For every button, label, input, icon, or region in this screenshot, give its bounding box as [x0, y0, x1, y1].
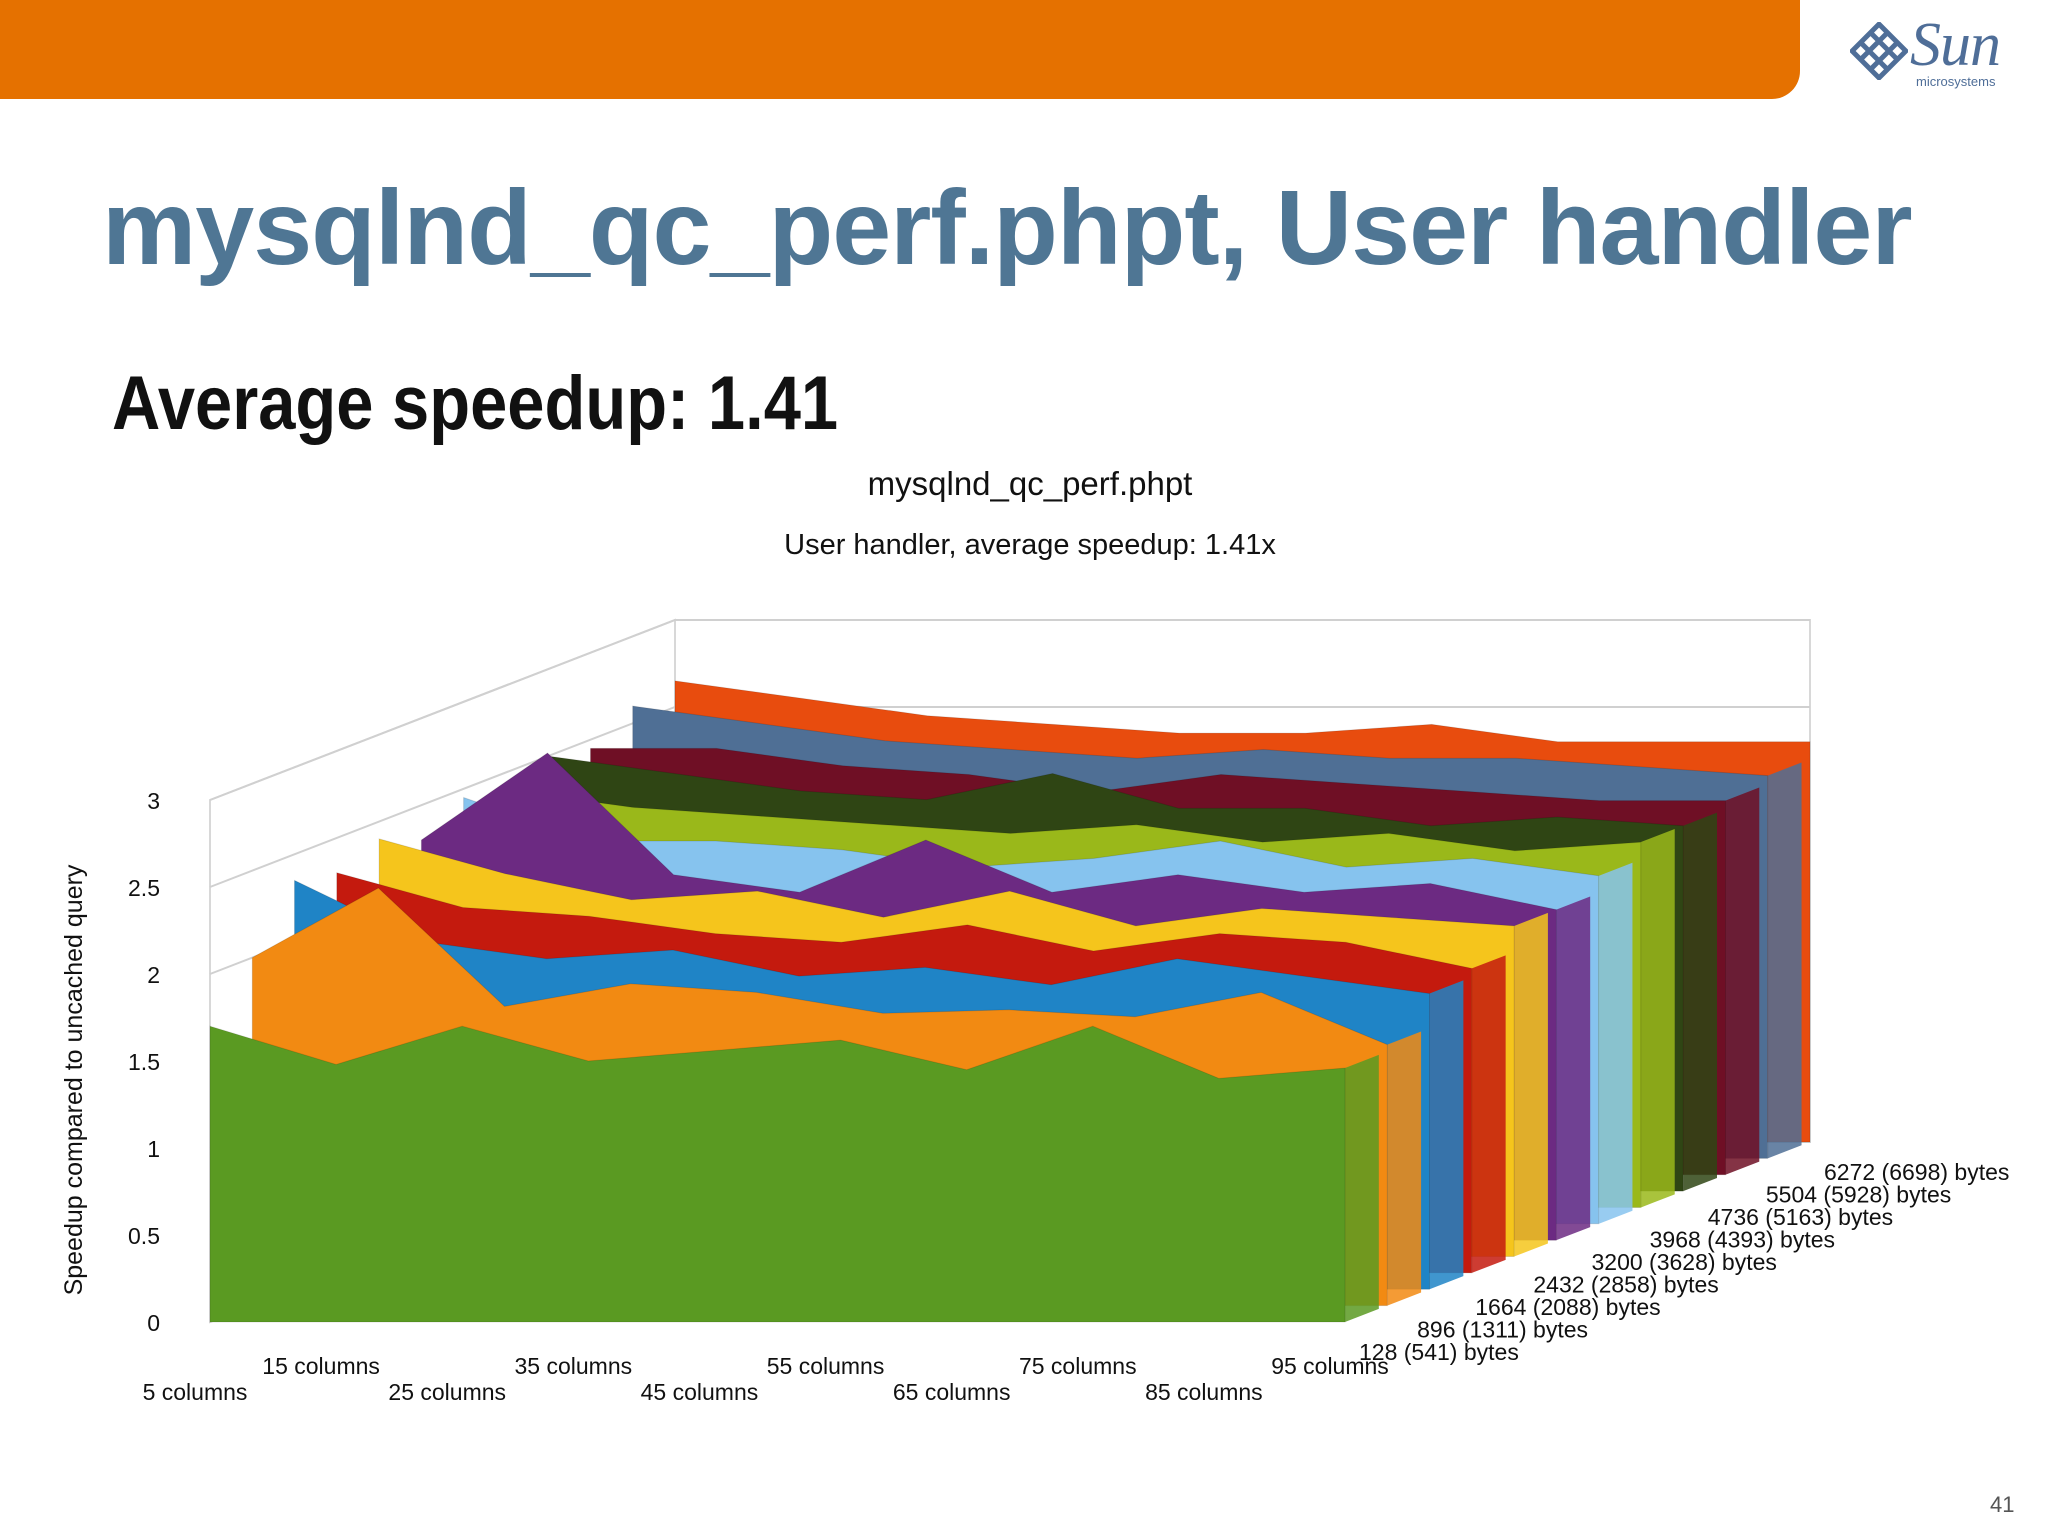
x-tick-label: 75 columns [1019, 1353, 1137, 1379]
y-tick-label: 2.5 [128, 875, 160, 901]
chart-series-layer [209, 680, 1811, 1323]
x-tick-label: 15 columns [262, 1353, 380, 1379]
y-tick-label: 0 [147, 1310, 160, 1336]
y-tick-label: 1 [147, 1136, 160, 1162]
logo-tagline: microsystems [1916, 74, 1996, 89]
x-tick-label: 65 columns [893, 1379, 1011, 1405]
series-side [1683, 812, 1717, 1192]
series-side [1471, 955, 1506, 1273]
series-side [1598, 862, 1633, 1224]
x-tick-label: 95 columns [1271, 1353, 1389, 1379]
y-tick-label: 2 [147, 962, 160, 988]
depth-tick-label: 4736 (5163) bytes [1708, 1204, 1893, 1230]
y-tick-label: 0.5 [128, 1223, 160, 1249]
y-tick-label: 1.5 [128, 1049, 160, 1075]
series-side [1387, 1031, 1422, 1306]
y-tick-label: 3 [147, 788, 160, 814]
depth-tick-label: 128 (541) bytes [1359, 1339, 1519, 1365]
sun-logo-icon [1850, 22, 1908, 80]
x-tick-label: 5 columns [143, 1379, 248, 1405]
chart-axis-labels: mysqlnd_qc_perf.phpt User handler, avera… [60, 465, 2009, 1405]
series-area [209, 1025, 1346, 1323]
depth-tick-label: 5504 (5928) bytes [1766, 1182, 1951, 1208]
x-tick-label: 35 columns [515, 1353, 633, 1379]
x-tick-label: 25 columns [388, 1379, 506, 1405]
series-side [1345, 1054, 1379, 1322]
x-tick-label: 45 columns [641, 1379, 759, 1405]
depth-tick-label: 1664 (2088) bytes [1475, 1294, 1660, 1320]
slide-subtitle: Average speedup: 1.41 [112, 361, 839, 446]
slide-title: mysqlnd_qc_perf.phpt, User handler [102, 169, 1913, 287]
x-tick-label: 85 columns [1145, 1379, 1263, 1405]
chart-title: mysqlnd_qc_perf.phpt [868, 465, 1193, 502]
series-side [1725, 787, 1760, 1175]
gridline [209, 619, 1810, 801]
depth-tick-label: 896 (1311) bytes [1417, 1317, 1588, 1343]
depth-tick-label: 3200 (3628) bytes [1592, 1249, 1777, 1275]
series-side [1514, 912, 1548, 1257]
depth-tick-label: 2432 (2858) bytes [1533, 1272, 1718, 1298]
logo-wordmark: Sun [1910, 11, 2001, 79]
header-banner [0, 0, 1800, 99]
y-axis-label: Speedup compared to uncached query [60, 864, 88, 1295]
depth-tick-label: 3968 (4393) bytes [1650, 1227, 1835, 1253]
chart-subtitle: User handler, average speedup: 1.41x [784, 529, 1276, 561]
series-side [1429, 980, 1464, 1290]
depth-tick-label: 6272 (6698) bytes [1824, 1159, 2009, 1185]
sun-logo: Sun microsystems [1850, 11, 2020, 94]
page-number: 41 [1990, 1492, 2015, 1517]
series-side [1640, 828, 1675, 1208]
series-side [1767, 762, 1802, 1159]
x-tick-label: 55 columns [767, 1353, 885, 1379]
series-side [1556, 896, 1591, 1241]
